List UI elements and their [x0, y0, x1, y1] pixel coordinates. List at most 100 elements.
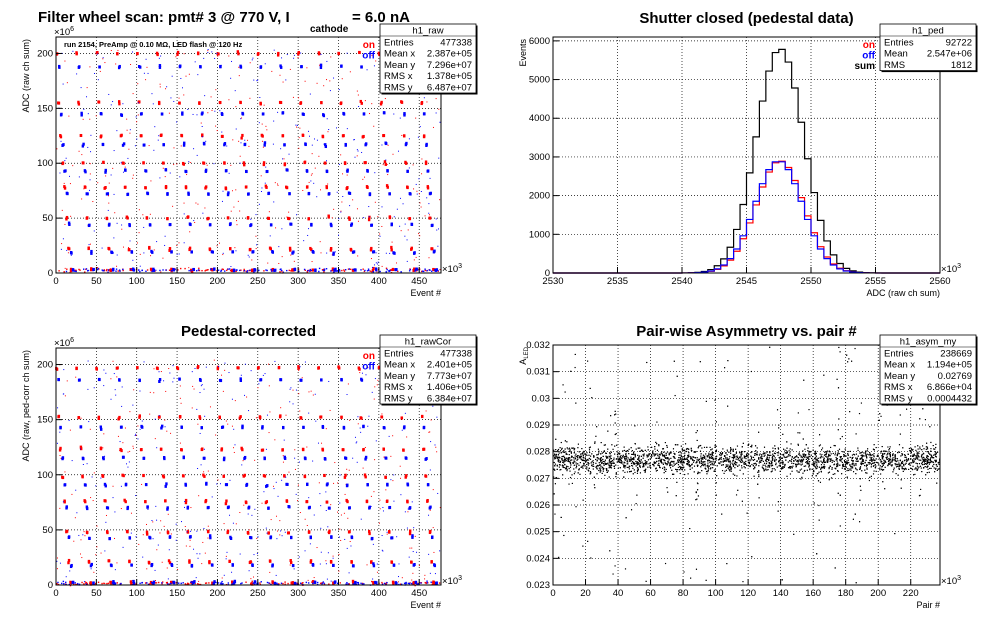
data-point: [190, 564, 194, 568]
data-point: [276, 583, 278, 585]
data-point: [274, 182, 276, 184]
data-point: [428, 216, 431, 220]
data-point: [87, 388, 89, 390]
data-point: [233, 206, 235, 208]
data-point: [310, 390, 312, 392]
data-point: [360, 65, 363, 69]
data-point: [66, 249, 68, 251]
data-point: [215, 581, 217, 584]
data-point: [227, 268, 229, 270]
plot-frame: [55, 347, 442, 586]
data-point: [127, 157, 129, 159]
data-point: [244, 363, 246, 365]
data-point: [418, 233, 420, 235]
data-point: [93, 571, 95, 573]
data-point: [399, 117, 401, 119]
data-point: [67, 246, 70, 250]
data-point: [424, 268, 426, 270]
data-point: [330, 580, 332, 582]
data-point: [233, 451, 235, 453]
data-point: [221, 200, 223, 202]
data-point: [199, 378, 202, 382]
data-point: [119, 441, 121, 443]
data-point: [102, 57, 104, 59]
data-point: [103, 269, 105, 272]
data-point: [340, 101, 343, 105]
data-point: [266, 269, 268, 272]
data-point: [129, 450, 131, 452]
data-point: [200, 385, 202, 387]
data-point: [159, 134, 163, 138]
data-point: [250, 536, 253, 540]
data-point: [96, 525, 98, 527]
data-point: [168, 112, 170, 114]
data-point: [306, 271, 308, 273]
data-point: [247, 254, 249, 256]
data-point: [372, 266, 375, 270]
data-point: [187, 192, 190, 196]
data-point: [84, 582, 87, 584]
data-point: [111, 582, 114, 584]
data-point: [177, 582, 180, 584]
data-point: [162, 475, 166, 479]
data-point: [87, 269, 89, 272]
data-point: [399, 225, 401, 227]
data-point: [316, 581, 319, 584]
data-point: [63, 186, 67, 190]
x-axis-title: ADC (raw ch sum): [866, 288, 940, 298]
data-point: [432, 489, 434, 491]
data-point: [410, 560, 413, 564]
data-point: [113, 252, 115, 254]
data-point: [285, 185, 288, 189]
data-point: [430, 419, 432, 421]
data-point: [319, 563, 321, 565]
data-point: [79, 447, 83, 451]
data-point: [240, 374, 242, 376]
data-point: [205, 482, 208, 486]
data-point: [117, 270, 119, 272]
data-point: [278, 100, 282, 104]
data-point: [169, 269, 171, 271]
data-point: [267, 363, 269, 365]
data-point: [261, 140, 263, 142]
data-point: [428, 212, 430, 214]
data-point: [307, 506, 311, 510]
data-point: [128, 148, 130, 150]
data-point: [172, 365, 174, 367]
data-point: [283, 455, 286, 459]
data-point: [59, 134, 62, 138]
data-point: [332, 555, 334, 557]
data-point: [244, 500, 248, 504]
data-point: [325, 491, 327, 493]
data-point: [168, 247, 172, 251]
data-point: [363, 217, 365, 219]
data-point: [401, 577, 403, 579]
data-point: [351, 268, 355, 272]
data-point: [175, 523, 177, 525]
data-point: [374, 386, 376, 388]
data-point: [105, 514, 107, 516]
data-point: [324, 143, 327, 147]
data-point: [406, 527, 408, 529]
data-point: [89, 66, 91, 68]
data-point: [821, 453, 823, 456]
data-point: [400, 100, 404, 104]
data-point: [116, 130, 118, 132]
data-point: [301, 133, 305, 137]
data-point: [308, 181, 310, 183]
data-point: [362, 447, 365, 451]
data-point: [285, 414, 287, 416]
data-point: [243, 504, 245, 506]
data-point: [412, 551, 414, 553]
data-point: [254, 508, 256, 510]
data-point: [145, 58, 147, 60]
data-point: [377, 216, 379, 218]
data-point: [243, 455, 247, 459]
data-point: [67, 221, 71, 225]
data-point: [80, 113, 83, 117]
data-point: [146, 269, 149, 271]
data-point: [190, 269, 192, 272]
data-point: [104, 168, 107, 172]
data-point: [90, 134, 92, 136]
data-point: [70, 215, 72, 217]
